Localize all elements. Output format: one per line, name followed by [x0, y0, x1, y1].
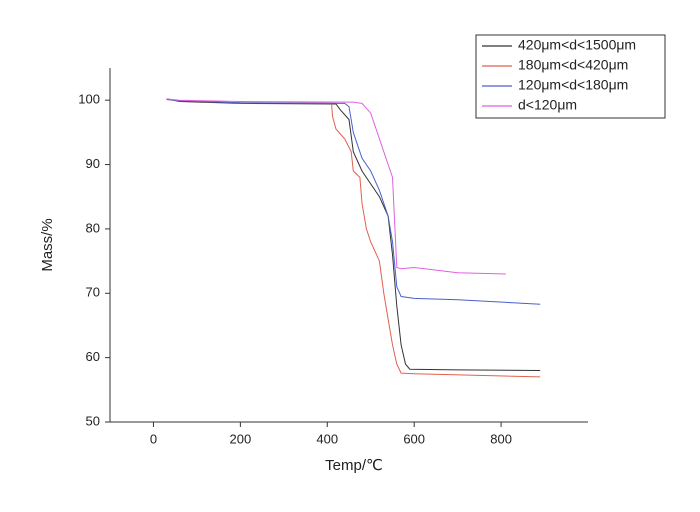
- x-tick-label: 0: [150, 431, 157, 446]
- legend-label: 420μm<d<1500μm: [518, 37, 636, 53]
- series-line: [166, 98, 541, 371]
- x-tick-label: 600: [403, 431, 425, 446]
- series-line: [166, 99, 541, 378]
- legend-box: [475, 34, 666, 119]
- x-tick-label: 800: [490, 431, 512, 446]
- x-tick-label: 200: [230, 431, 252, 446]
- y-tick-label: 60: [86, 349, 100, 364]
- y-tick-label: 50: [86, 413, 100, 428]
- legend-label: d<120μm: [518, 97, 577, 113]
- y-tick-label: 90: [86, 156, 100, 171]
- series-line: [166, 98, 506, 275]
- y-tick-label: 80: [86, 220, 100, 235]
- x-axis-label: Temp/℃: [325, 457, 383, 474]
- series-line: [166, 99, 541, 305]
- x-tick-label: 400: [316, 431, 338, 446]
- legend-label: 180μm<d<420μm: [518, 57, 628, 73]
- legend-label: 120μm<d<180μm: [518, 77, 628, 93]
- y-tick-label: 100: [78, 92, 100, 107]
- y-axis-label: Mass/%: [39, 218, 56, 271]
- y-tick-label: 70: [86, 285, 100, 300]
